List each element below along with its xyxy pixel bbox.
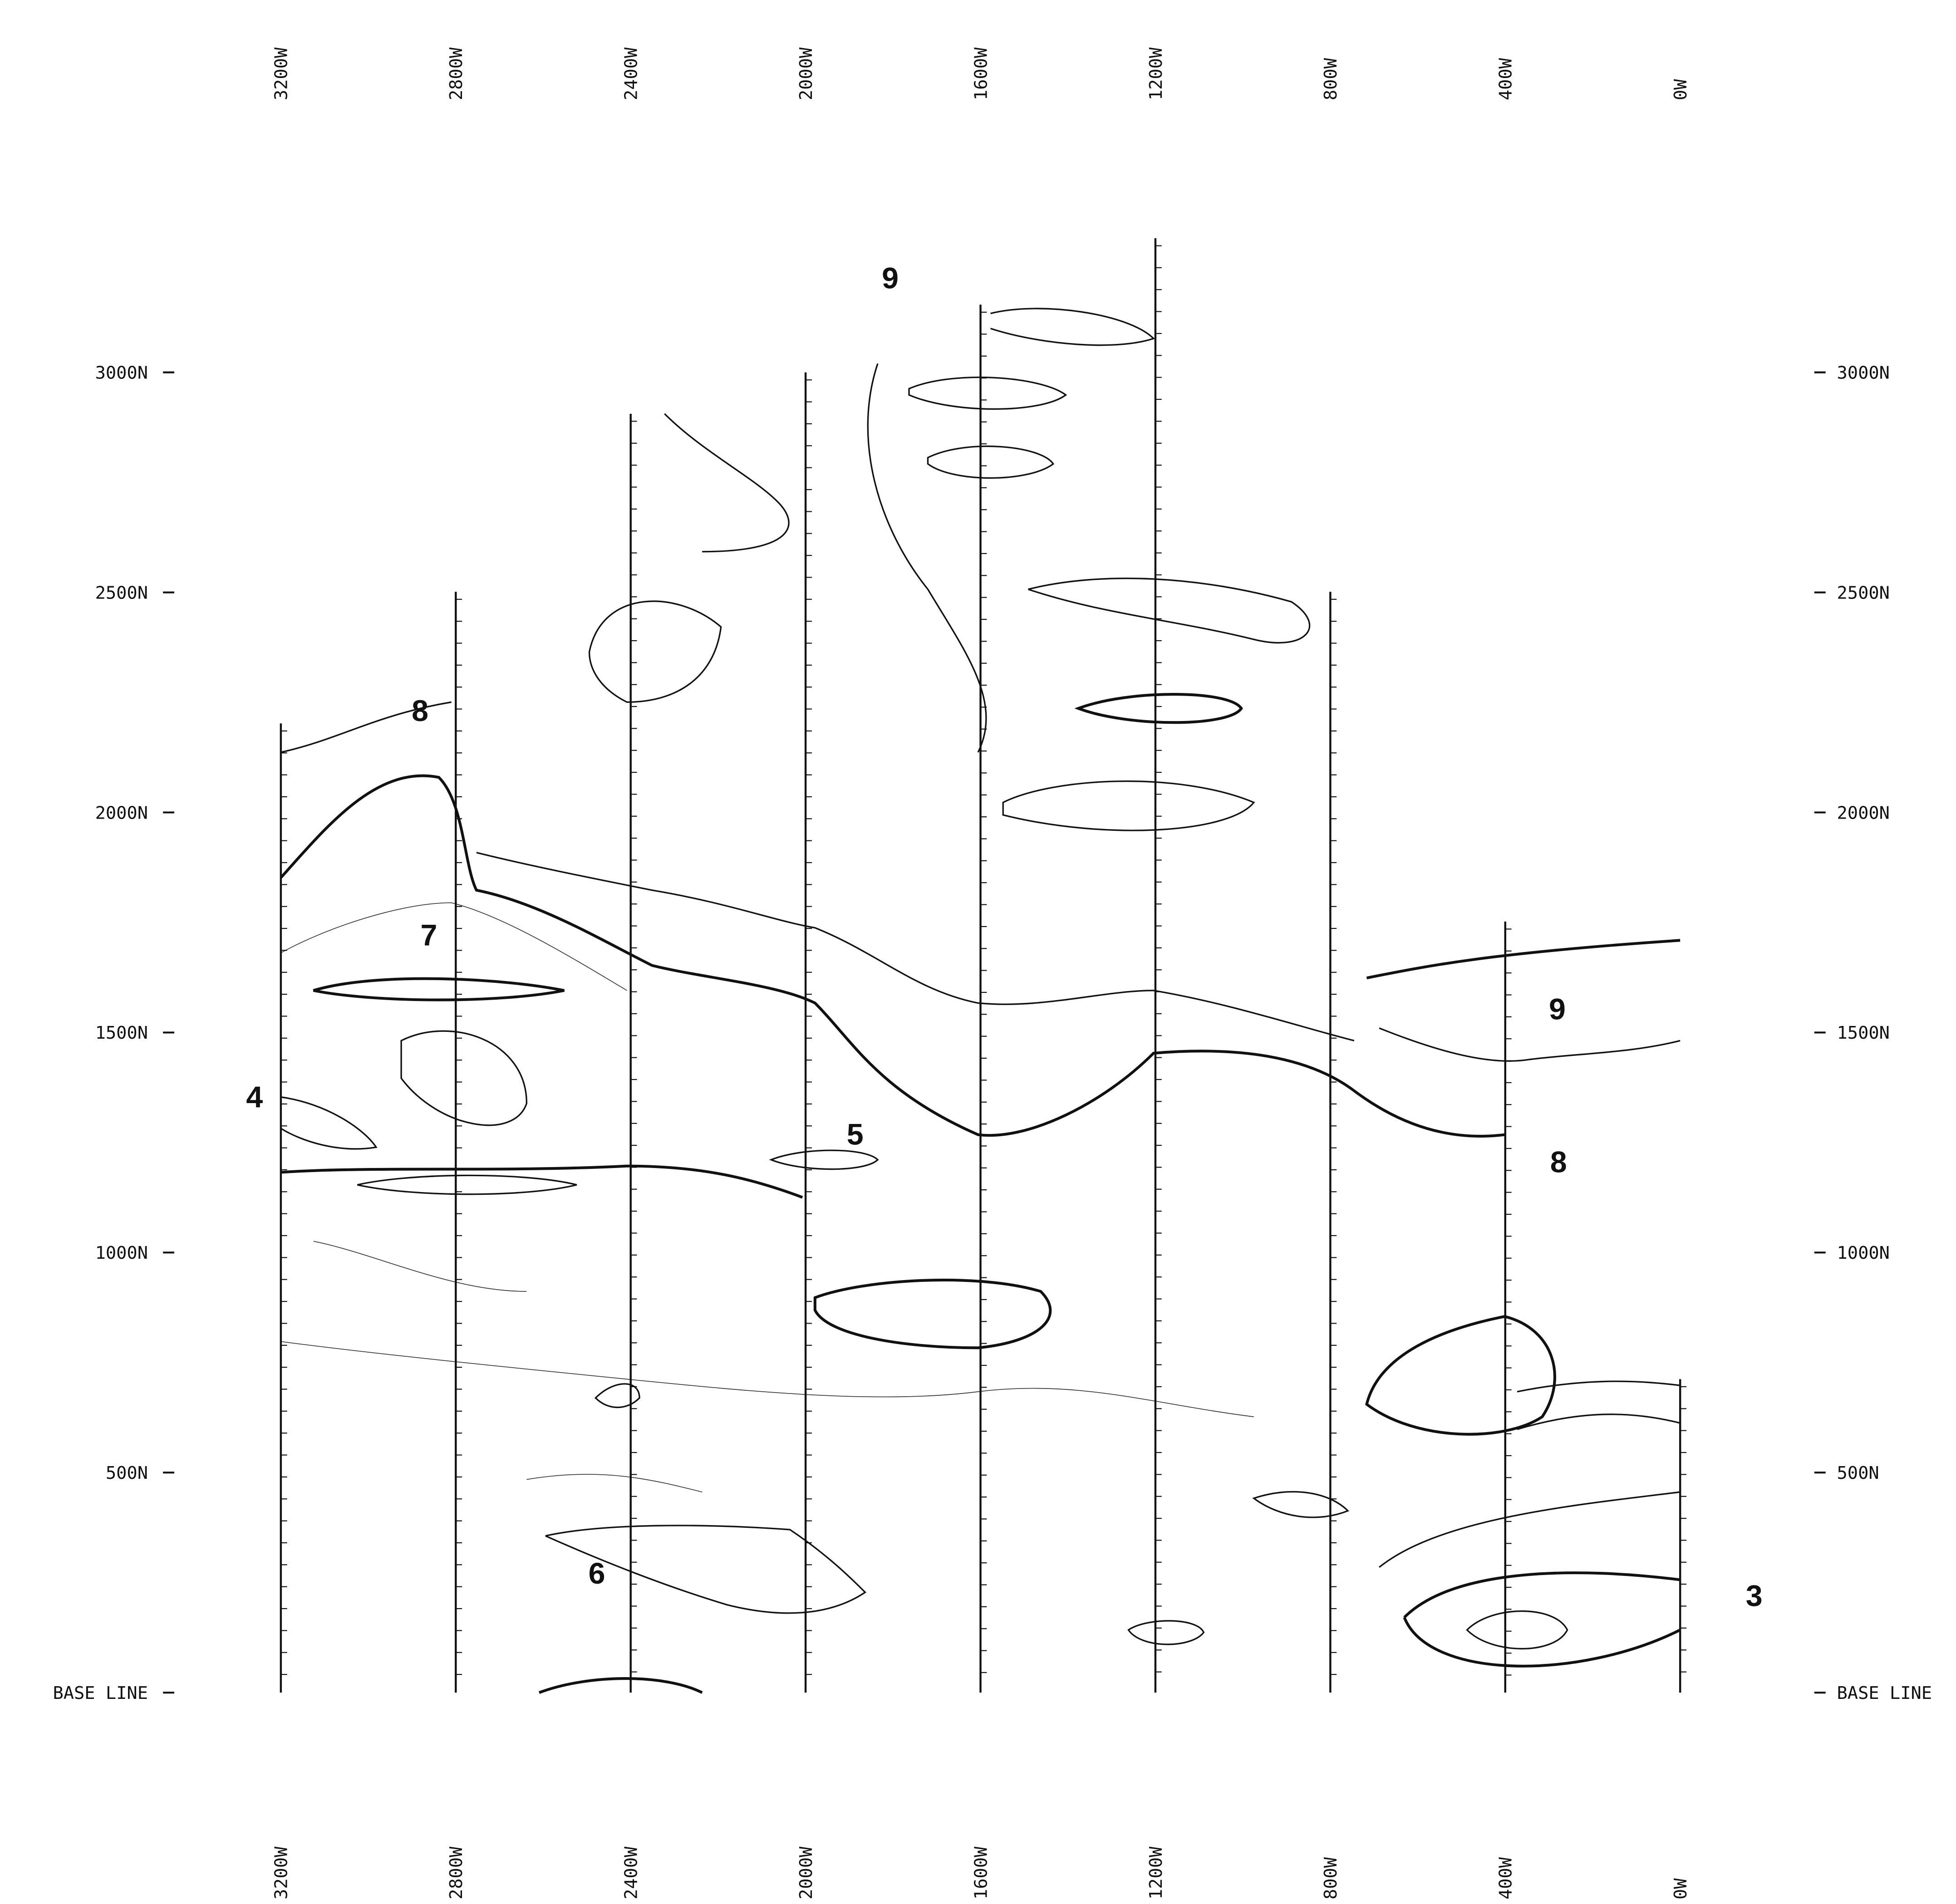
anomaly-label: 9 xyxy=(882,262,899,295)
contour xyxy=(539,1678,702,1693)
contour xyxy=(281,1097,376,1149)
contour xyxy=(401,1031,526,1125)
contour xyxy=(595,1384,639,1408)
line-label-top: 400W xyxy=(1496,58,1516,100)
contour xyxy=(664,414,789,552)
northing-label-left: 1500N xyxy=(95,1023,148,1043)
contour xyxy=(281,903,627,990)
line-label-bottom: 400W xyxy=(1496,1857,1516,1899)
contour xyxy=(281,1166,802,1197)
northing-label-left: 1000N xyxy=(95,1243,148,1263)
line-label-top: 800W xyxy=(1321,58,1341,100)
line-label-top: 1600W xyxy=(971,47,991,100)
contour xyxy=(868,363,986,752)
line-label-bottom: 3200W xyxy=(271,1846,292,1899)
northing-label-right: 2000N xyxy=(1837,803,1890,823)
contour xyxy=(1028,579,1310,643)
line-label-bottom: 0W xyxy=(1671,1878,1691,1899)
contour xyxy=(1078,694,1241,722)
anomaly-label: 6 xyxy=(589,1557,605,1590)
anomaly-label: 5 xyxy=(847,1118,864,1152)
line-label-bottom: 2400W xyxy=(621,1846,642,1899)
contour xyxy=(314,1241,702,1492)
northing-label-left: 3000N xyxy=(95,363,148,383)
line-label-bottom: 1600W xyxy=(971,1846,991,1899)
northing-label-right: 1500N xyxy=(1837,1023,1890,1043)
northing-label-right: 1000N xyxy=(1837,1243,1890,1263)
contour xyxy=(590,601,721,702)
contour xyxy=(281,1341,1254,1417)
line-label-bottom: 2000W xyxy=(796,1846,816,1899)
contour xyxy=(1467,1611,1568,1649)
northing-label-left: 500N xyxy=(106,1463,148,1483)
line-label-bottom: 2800W xyxy=(446,1846,467,1899)
contour xyxy=(1003,781,1254,830)
contour-map: 3200W 3200W 2800W 2800W 2400W 2400W 2000W 2000W… xyxy=(0,0,1956,1904)
northing-label-left: BASE LINE xyxy=(53,1683,148,1703)
contour xyxy=(1517,1381,1680,1429)
northing-label-right: 500N xyxy=(1837,1463,1879,1483)
northing-label-right: 2500N xyxy=(1837,583,1890,603)
contour xyxy=(1404,1573,1680,1666)
northing-label-right: 3000N xyxy=(1837,363,1890,383)
anomaly-label: 8 xyxy=(1550,1145,1567,1179)
contour xyxy=(1366,940,1680,978)
line-label-top: 1200W xyxy=(1146,47,1166,100)
contour xyxy=(991,309,1154,345)
anomaly-label: 4 xyxy=(246,1080,263,1114)
northing-label-left: 2500N xyxy=(95,583,148,603)
contour xyxy=(357,1175,576,1194)
line-label-bottom: 800W xyxy=(1321,1857,1341,1899)
anomaly-label: 9 xyxy=(1549,992,1566,1026)
anomaly-label: 8 xyxy=(412,694,428,728)
line-label-top: 2400W xyxy=(621,47,642,100)
contour xyxy=(928,446,1053,478)
northing-label-right: BASE LINE xyxy=(1837,1683,1932,1703)
contour xyxy=(1366,1316,1554,1434)
contour xyxy=(1129,1621,1204,1644)
anomaly-label: 3 xyxy=(1746,1579,1763,1613)
line-label-bottom: 1200W xyxy=(1146,1846,1166,1899)
contour xyxy=(477,853,1354,1040)
contour xyxy=(281,776,1505,1136)
contour xyxy=(1379,1492,1680,1567)
contour xyxy=(1254,1492,1348,1517)
contour xyxy=(314,979,565,1000)
northing-label-left: 2000N xyxy=(95,803,148,823)
line-label-top: 2800W xyxy=(446,47,467,100)
contour xyxy=(771,1150,878,1169)
line-label-top: 0W xyxy=(1671,79,1691,100)
contour xyxy=(909,378,1066,409)
line-label-top: 3200W xyxy=(271,47,292,100)
anomaly-label: 7 xyxy=(420,918,437,952)
contour xyxy=(1379,1028,1680,1061)
contour xyxy=(815,1280,1050,1348)
line-label-top: 2000W xyxy=(796,47,816,100)
